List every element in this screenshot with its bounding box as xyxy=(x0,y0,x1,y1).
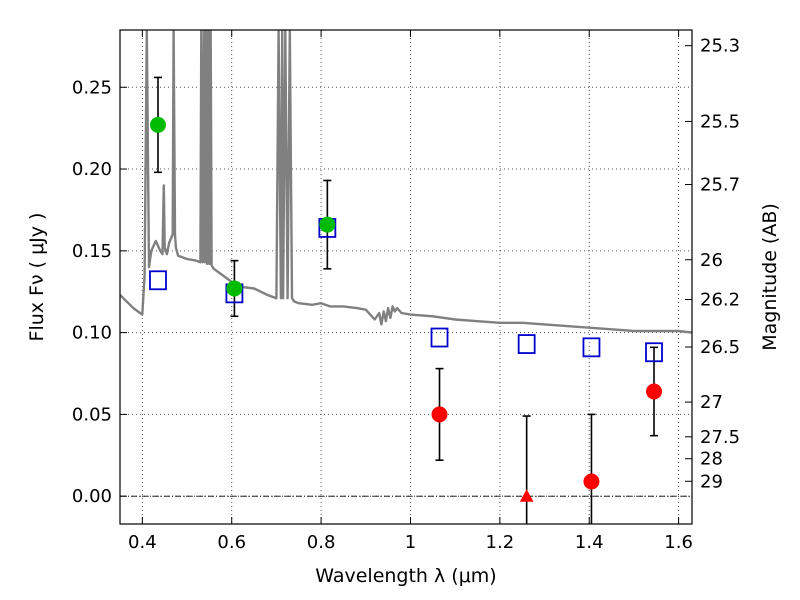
x-tick-label: 1.4 xyxy=(575,532,604,553)
y2-tick-label: 25.7 xyxy=(700,175,740,196)
y-tick-label: 0.05 xyxy=(72,404,112,425)
y2-tick-label: 27.5 xyxy=(700,427,740,448)
y2-tick-label: 26.5 xyxy=(700,337,740,358)
photometry-point xyxy=(149,116,166,133)
photometry-point xyxy=(583,473,600,490)
spectrum-line xyxy=(120,30,692,334)
secondary-y-axis-label: Magnitude (AB) xyxy=(759,203,781,351)
x-tick-label: 0.4 xyxy=(128,532,157,553)
photometry-point xyxy=(226,280,243,297)
y-tick-label: 0.15 xyxy=(72,241,112,262)
y2-tick-label: 25.5 xyxy=(700,111,740,132)
y2-tick-label: 28 xyxy=(700,449,723,470)
model-spectrum xyxy=(120,30,692,334)
data-marks xyxy=(149,76,663,524)
model-photometry-square xyxy=(645,342,663,363)
x-tick-label: 0.6 xyxy=(217,532,246,553)
y-tick-label: 0.00 xyxy=(72,486,112,507)
y-tick-label: 0.25 xyxy=(72,77,112,98)
y2-tick-label: 29 xyxy=(700,471,723,492)
x-tick-label: 0.8 xyxy=(307,532,336,553)
model-photometry-square xyxy=(149,270,167,291)
x-tick-label: 1.2 xyxy=(486,532,515,553)
x-axis-label: Wavelength λ (μm) xyxy=(315,565,496,587)
y-axis-label: Flux Fν ( μJy ) xyxy=(26,213,48,342)
model-photometry-square xyxy=(430,327,449,348)
y2-tick-label: 26.2 xyxy=(700,290,740,311)
y-tick-label: 0.20 xyxy=(72,159,112,180)
y2-tick-label: 25.3 xyxy=(700,36,740,57)
y-tick-label: 0.10 xyxy=(72,323,112,344)
x-tick-label: 1.6 xyxy=(664,532,693,553)
y2-tick-label: 27 xyxy=(700,392,723,413)
model-photometry-square xyxy=(582,337,601,358)
plot-frame xyxy=(119,29,693,525)
photometry-point xyxy=(431,406,448,423)
photometry-point xyxy=(646,383,663,400)
axis-ticks: 0.4 0.6 0.8 1 1.2 1.4 1.6 0.00 0.05 0.10 0.15 0.20 0… xyxy=(72,30,740,553)
photometry-point xyxy=(319,216,336,233)
y2-tick-label: 26 xyxy=(700,250,723,271)
model-photometry-square xyxy=(517,334,536,354)
upper-limit-point xyxy=(519,489,534,502)
x-tick-label: 1 xyxy=(405,532,416,553)
